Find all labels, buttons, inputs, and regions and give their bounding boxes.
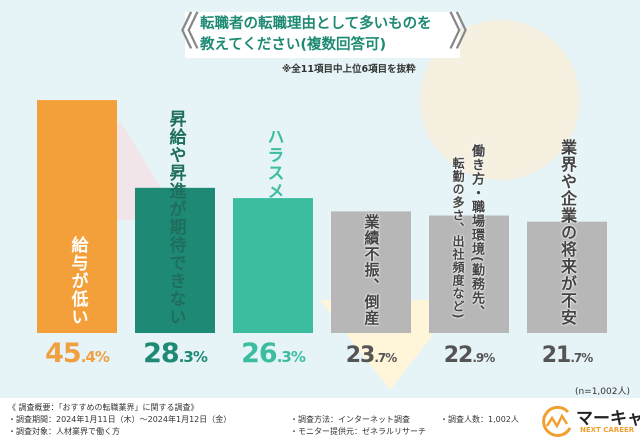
value-decimal: .4% [80, 348, 110, 366]
survey-period: ・調査期間：2024年1月11日（木）～2024年1月12日（金） [8, 415, 232, 424]
bracket-right-icon: 》 [448, 9, 488, 55]
category-label: 昇給や昇進が期待できない [165, 110, 186, 326]
bar-2 [135, 187, 215, 333]
value-decimal: .9% [472, 351, 495, 365]
value-label: 28.3% [127, 338, 223, 369]
chart-note: ※全11項目中上位6項目を抜粋 [282, 64, 416, 75]
bar-1 [37, 100, 117, 334]
footer: 《 調査概要：「おすすめの転職業界」に関する調査》 ・調査期間：2024年1月1… [0, 398, 640, 443]
logo: マーキャリ NEXT CAREER [540, 402, 640, 440]
logo-subtext: NEXT CAREER [580, 426, 635, 434]
sample-size: (n=1,002人) [574, 387, 630, 397]
value-integer: 26 [241, 338, 278, 369]
bar-6 [527, 221, 607, 333]
value-integer: 45 [45, 338, 82, 369]
value-decimal: .3% [178, 348, 208, 366]
category-label: 業界や企業の将来が不安 [558, 139, 577, 326]
survey-overview: 《 調査概要：「おすすめの転職業界」に関する調査》 [8, 403, 199, 412]
bracket-left-icon: 《 [160, 9, 200, 55]
value-label: 45.4% [29, 338, 125, 369]
value-label: 23.7% [323, 343, 419, 368]
survey-target: ・調査対象：人材業界で働く方 [8, 427, 120, 436]
value-decimal: .7% [374, 351, 397, 365]
survey-method: ・調査方法：インターネット調査 [290, 415, 410, 424]
chart-title: 転職者の転職理由として多いものを 教えてください(複数回答可) [200, 16, 432, 53]
value-label: 22.9% [421, 343, 517, 368]
value-integer: 28 [143, 338, 180, 369]
category-label: 転勤の多さ、出社頻度など) [451, 157, 465, 320]
value-integer: 22 [443, 343, 474, 368]
category-label: 働き方・職場環境(勤務先、 [469, 144, 484, 319]
logo-icon [542, 405, 572, 437]
value-decimal: .7% [570, 351, 593, 365]
logo-text: マーキャリ [576, 409, 640, 429]
survey-count: ・調査人数：1,002人 [440, 415, 519, 424]
value-decimal: .3% [276, 348, 306, 366]
title-box [185, 12, 460, 58]
category-label: 業績不振、倒産 [362, 214, 381, 326]
bar-3 [233, 198, 313, 333]
value-integer: 23 [345, 343, 376, 368]
category-label: ハラスメント、人間関係 [263, 128, 284, 326]
bar-4 [331, 211, 411, 333]
survey-provider: ・モニター提供元：ゼネラルリサーチ [290, 427, 426, 436]
value-label: 26.3% [225, 338, 321, 369]
bar-5 [429, 215, 509, 333]
category-label: 給与が低い [67, 236, 88, 326]
value-integer: 21 [541, 343, 572, 368]
value-label: 21.7% [519, 343, 615, 368]
